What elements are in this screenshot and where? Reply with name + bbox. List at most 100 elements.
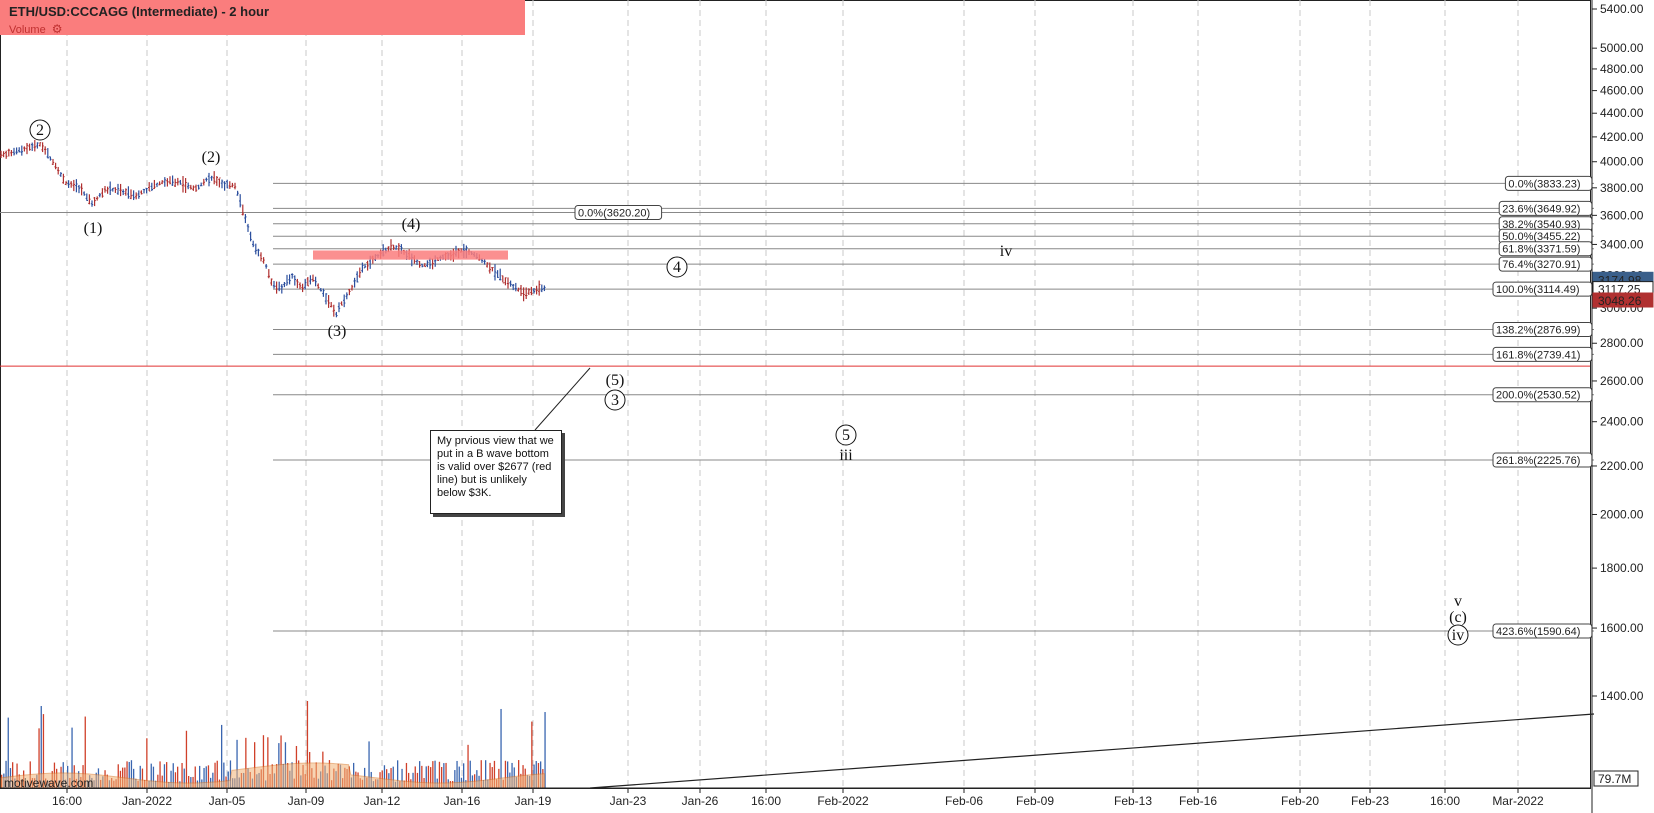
volume-bar [236,739,238,788]
volume-bar [489,762,491,788]
volume-bar [216,760,218,788]
volume-bar [476,770,478,788]
volume-bar [223,762,225,788]
volume-bar [500,708,502,788]
volume-bar [507,761,509,788]
fib-label: 0.0%(3833.23) [1508,178,1580,190]
volume-bar [130,760,133,788]
volume-bar [183,768,185,788]
wave-label: 2 [36,122,44,139]
y-tick-label: 1800.00 [1600,561,1644,575]
y-tick-label: 4400.00 [1600,106,1644,120]
volume-bar [146,738,148,788]
wave-circle [835,424,857,446]
volume-bar [126,761,128,788]
chart-title: ETH/USD:CCCAGG (Intermediate) - 2 hour [9,4,270,19]
wave-label: (c) [1449,609,1467,626]
volume-bar [441,767,443,788]
volume-bar [518,760,520,788]
volume-bar [152,766,155,788]
y-tick-label: 2200.00 [1600,459,1644,473]
volume-bar [463,763,465,788]
volume-bar [214,762,216,788]
fibonacci-levels: 0.0%(3833.23) 23.6%(3649.92) 38.2%(3540.93… [0,175,1594,639]
fib-label: 261.8%(2225.76) [1496,455,1580,467]
x-tick-label: Jan-23 [610,794,647,808]
wave-label: (3) [328,323,347,340]
volume-bar [117,764,119,788]
volume-bar [207,765,210,788]
volume-bar [212,772,214,788]
x-tick-label: Jan-19 [515,794,552,808]
volume-bar [227,771,229,788]
volume-bar [141,768,144,788]
y-tick-label: 4600.00 [1600,84,1644,98]
wave-label: 3 [611,392,619,409]
fib-label: 0.0%(3620.20) [578,208,650,220]
gear-icon[interactable]: ⚙ [51,22,63,36]
price-label-box [1592,292,1654,308]
volume-bar [412,772,414,788]
volume-study-label[interactable]: Volume ⚙ [9,22,62,36]
volume-average [0,762,545,789]
volume-bar [166,762,168,788]
volume-bar [159,761,161,788]
volume-bar [531,721,533,788]
volume-bar [430,767,432,788]
wave-label: 4 [673,259,681,276]
volume-bar [419,761,421,788]
y-tick-label: 2000.00 [1600,507,1644,521]
y-tick-label: 1400.00 [1600,689,1644,703]
fib-label: 423.6%(1590.64) [1496,626,1580,638]
volume-bar [504,760,507,788]
x-tick-label: Feb-13 [1114,794,1152,808]
resistance-zone [313,250,508,260]
volume-bar [416,772,419,788]
volume-bar [133,768,135,788]
y-tick-label: 2400.00 [1600,415,1644,429]
volume-bar [194,766,196,788]
volume-bar [491,767,493,788]
volume-bar [421,765,423,788]
y-tick-label: 5400.00 [1600,2,1644,16]
volume-bar [383,765,386,788]
wave-circle [666,256,688,278]
volume-bar [7,717,9,788]
x-tick-label: Jan-16 [444,794,481,808]
y-tick-label: 2800.00 [1600,336,1644,350]
volume-bar [414,766,416,788]
volume-bar [467,744,469,788]
volume-bar [199,765,201,788]
volume-bar [185,730,188,788]
volume-bar [267,737,269,788]
y-tick-label: 1600.00 [1600,621,1644,635]
wave-label: iii [839,447,853,464]
fib-label: 50.0%(3455.22) [1502,231,1580,243]
analysis-note: My prvious view that we put in a B wave … [430,430,562,514]
x-tick-label: Feb-2022 [817,794,869,808]
volume-bar [408,772,410,788]
volume-bar [42,714,45,788]
volume-bar [221,724,223,788]
volume-bar [390,768,392,788]
wave-label: 5 [842,427,850,444]
volume-bar [150,763,152,788]
volume-bar [38,728,40,788]
x-tick-label: Feb-16 [1179,794,1217,808]
fib-label: 100.0%(3114.49) [1496,284,1580,296]
x-tick-label: Jan-09 [288,794,325,808]
fib-label: 38.2%(3540.93) [1502,219,1580,231]
volume-bar [544,712,546,788]
wave-label: (5) [606,372,625,389]
y-tick-label: 5000.00 [1600,41,1644,55]
wave-label: iv [1452,627,1464,644]
chart-header: ETH/USD:CCCAGG (Intermediate) - 2 hour V… [0,0,525,36]
y-tick-label: 3800.00 [1600,181,1644,195]
volume-label: Volume [9,24,46,36]
y-tick-label: 4000.00 [1600,155,1644,169]
fib-label: 76.4%(3270.91) [1502,259,1580,271]
volume-bar [84,716,86,788]
y-tick-label: 3400.00 [1600,237,1644,251]
volume-bar [485,760,487,788]
volume-bar [511,762,513,788]
